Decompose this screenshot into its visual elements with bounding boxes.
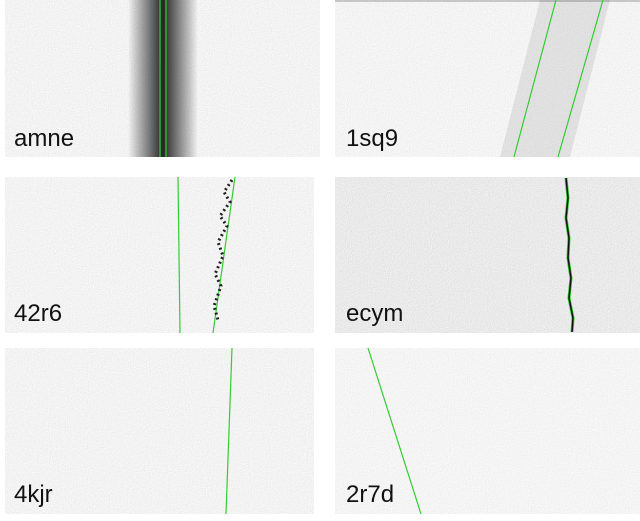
label: amne [14,125,74,152]
panel: amne [5,0,320,157]
label: ecym [346,300,403,327]
panel: 4kjr [5,348,314,514]
panel: 2r7d [335,348,640,514]
figure: amne 1sq9 42r6 ecym 4kjr 2r7d [0,0,640,516]
label: 42r6 [14,300,62,327]
label: 4kjr [14,481,53,508]
label: 1sq9 [346,125,398,152]
panel: 1sq9 [335,0,640,157]
band [128,0,198,157]
label: 2r7d [346,481,394,508]
panel: 42r6 [5,177,314,333]
panel: ecym [335,177,640,333]
